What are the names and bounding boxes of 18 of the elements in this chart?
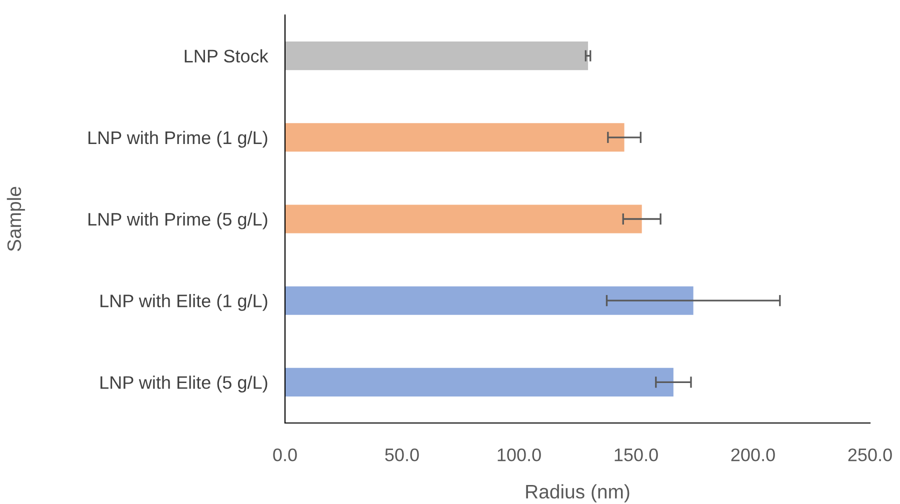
x-tick-label: 200.0 bbox=[731, 448, 775, 462]
x-tick-label: 100.0 bbox=[498, 448, 541, 462]
bar bbox=[285, 42, 588, 70]
bar bbox=[285, 204, 642, 234]
x-tick-label: 150.0 bbox=[614, 448, 658, 462]
bar bbox=[285, 286, 694, 315]
y-tick-label: LNP with Elite (5 g/L) bbox=[100, 376, 268, 392]
x-axis-title: Radius (nm) bbox=[526, 484, 630, 502]
x-tick-label: 50.0 bbox=[385, 448, 419, 462]
bar bbox=[285, 123, 624, 152]
y-tick-label: LNP with Prime (1 g/L) bbox=[88, 130, 268, 148]
x-tick-label: 250.0 bbox=[848, 448, 892, 462]
bar bbox=[285, 368, 674, 396]
x-tick-label: 0.0 bbox=[273, 448, 297, 462]
y-axis-title: Sample bbox=[6, 186, 25, 252]
y-tick-label: LNP Stock bbox=[184, 49, 268, 63]
y-tick-label: LNP with Prime (5 g/L) bbox=[88, 212, 268, 230]
y-tick-label: LNP with Elite (1 g/L) bbox=[100, 294, 268, 311]
